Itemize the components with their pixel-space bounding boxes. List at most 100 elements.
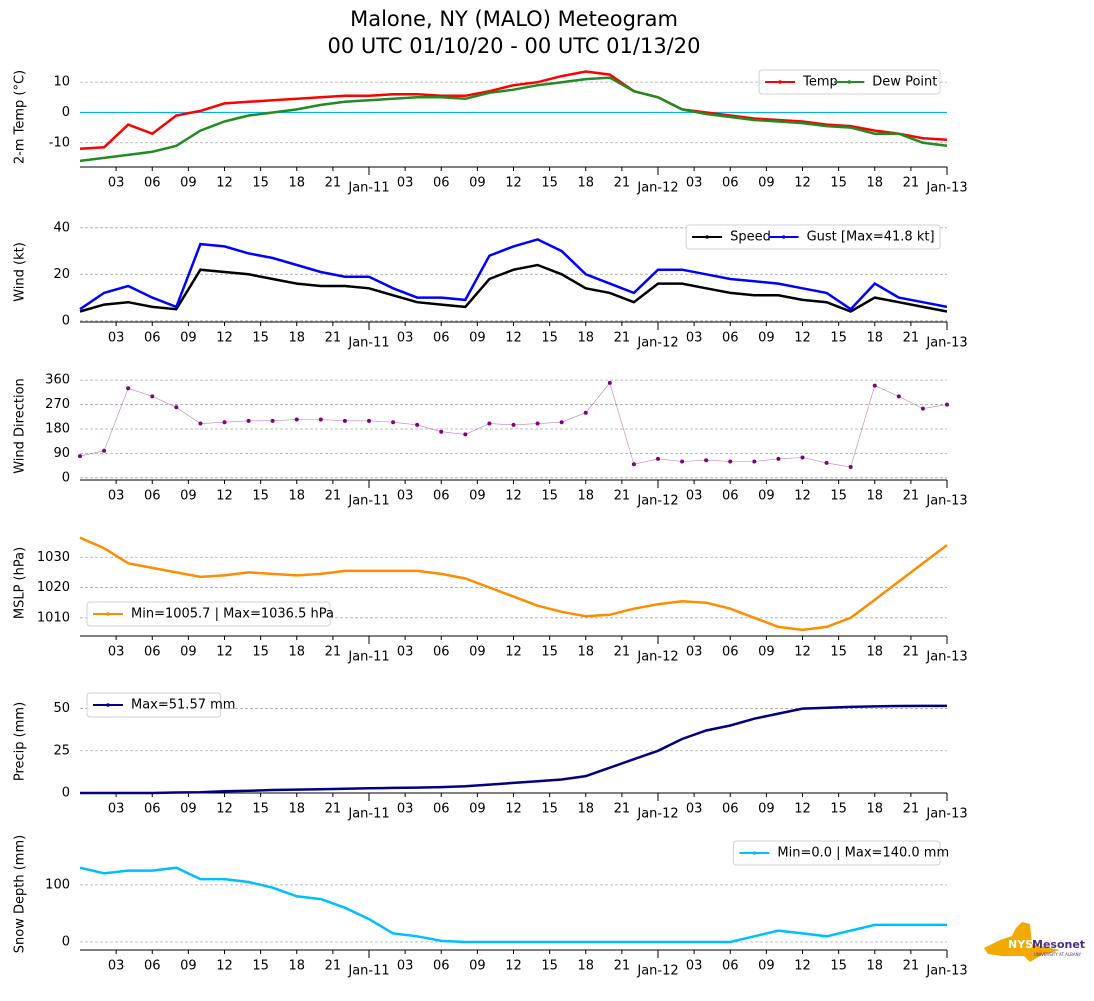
x-tick-label: 15 xyxy=(830,176,847,191)
y-tick-label: 1030 xyxy=(37,550,70,565)
logo-shape xyxy=(984,922,1060,962)
x-tick-label: 09 xyxy=(469,802,486,817)
x-tick-label: 09 xyxy=(469,489,486,504)
x-tick-label: Jan-12 xyxy=(636,964,678,979)
x-tick-label: 09 xyxy=(180,176,197,191)
x-tick-label: 09 xyxy=(758,802,775,817)
x-tick-label: 06 xyxy=(722,802,739,817)
x-tick-label: 12 xyxy=(505,645,522,660)
x-tick-label: 18 xyxy=(577,645,594,660)
series-point xyxy=(246,418,251,423)
x-tick-label: 15 xyxy=(252,959,269,974)
series-point xyxy=(656,456,660,461)
legend-label: Temp xyxy=(802,75,838,90)
series-point xyxy=(463,432,468,437)
y-tick-label: 50 xyxy=(53,701,70,716)
x-tick-label: 09 xyxy=(758,645,775,660)
x-tick-label: 03 xyxy=(686,331,703,346)
y-tick-label: 1010 xyxy=(37,610,70,625)
x-tick-label: 12 xyxy=(794,176,811,191)
x-tick-label: 09 xyxy=(758,489,775,504)
series-point xyxy=(487,421,492,426)
series-point xyxy=(728,459,733,464)
y-tick-label: 180 xyxy=(45,421,70,436)
x-tick-label: 21 xyxy=(903,645,920,660)
x-tick-label: 15 xyxy=(541,959,558,974)
x-tick-label: 15 xyxy=(830,331,847,346)
legend: Min=0.0 | Max=140.0 mm xyxy=(732,840,949,866)
series-point xyxy=(824,460,829,465)
x-tick-label: 03 xyxy=(397,959,414,974)
x-tick-label: 09 xyxy=(180,489,197,504)
y-axis-label: Precip (mm) xyxy=(13,702,28,781)
series-line xyxy=(79,263,948,313)
x-tick-label: 21 xyxy=(325,331,342,346)
x-tick-label: 03 xyxy=(108,331,125,346)
x-tick-label: Jan-13 xyxy=(925,807,967,822)
legend-marker xyxy=(752,851,757,855)
x-tick-label: 18 xyxy=(288,331,305,346)
x-tick-label: 06 xyxy=(722,176,739,191)
x-tick-label: 03 xyxy=(686,176,703,191)
series-line xyxy=(79,70,948,151)
legend-label: Max=51.57 mm xyxy=(131,698,235,713)
logo-name: Mesonet xyxy=(1032,938,1085,951)
x-tick-label: 21 xyxy=(325,645,342,660)
legend-label: Min=1005.7 | Max=1036.5 hPa xyxy=(131,607,334,622)
x-tick-label: 09 xyxy=(758,331,775,346)
y-tick-label: -10 xyxy=(49,135,70,150)
x-tick-label: 18 xyxy=(577,176,594,191)
x-tick-label: 15 xyxy=(541,331,558,346)
x-tick-label: Jan-11 xyxy=(347,336,389,351)
x-tick-label: 03 xyxy=(397,645,414,660)
x-tick-label: Jan-11 xyxy=(347,807,389,822)
y-tick-label: 1020 xyxy=(37,580,70,595)
legend-label: Dew Point xyxy=(872,75,937,90)
legend-marker xyxy=(781,235,786,239)
x-tick-label: 03 xyxy=(686,959,703,974)
chart-subtitle: 00 UTC 01/10/20 - 00 UTC 01/13/20 xyxy=(328,34,701,58)
x-tick-label: 06 xyxy=(433,802,450,817)
legend-box xyxy=(86,601,331,627)
x-tick-label: 03 xyxy=(686,489,703,504)
x-tick-label: 12 xyxy=(794,959,811,974)
series-line xyxy=(79,76,948,163)
series-point xyxy=(102,448,107,453)
series-point xyxy=(318,417,323,422)
series-point xyxy=(704,458,709,463)
series-point xyxy=(631,462,636,467)
x-tick-label: 03 xyxy=(397,331,414,346)
series-line xyxy=(79,536,948,632)
x-tick-label: Jan-11 xyxy=(347,650,389,665)
series-point xyxy=(174,405,179,410)
x-tick-label: 15 xyxy=(541,802,558,817)
x-tick-label: 21 xyxy=(903,489,920,504)
y-axis-label: MSLP (hPa) xyxy=(13,547,28,619)
chart-title: Malone, NY (MALO) Meteogram xyxy=(350,7,678,31)
x-tick-label: 18 xyxy=(866,176,883,191)
series-point xyxy=(872,383,877,388)
x-tick-label: 21 xyxy=(614,802,631,817)
x-tick-label: 06 xyxy=(433,645,450,660)
x-tick-label: 06 xyxy=(144,331,161,346)
x-tick-label: 21 xyxy=(614,176,631,191)
x-tick-label: 12 xyxy=(505,959,522,974)
x-tick-label: 18 xyxy=(577,331,594,346)
legend-box xyxy=(685,224,941,250)
x-tick-label: 21 xyxy=(903,959,920,974)
x-tick-label: 18 xyxy=(866,959,883,974)
x-tick-label: 09 xyxy=(180,959,197,974)
y-tick-label: 40 xyxy=(53,220,70,235)
x-tick-label: 18 xyxy=(866,802,883,817)
y-axis-label: 2-m Temp (°C) xyxy=(13,70,28,164)
x-tick-label: 18 xyxy=(288,489,305,504)
x-tick-label: Jan-12 xyxy=(636,650,678,665)
x-tick-label: 18 xyxy=(288,802,305,817)
x-tick-label: 06 xyxy=(144,645,161,660)
legend: Temp Dew Point xyxy=(758,69,941,95)
x-tick-label: 06 xyxy=(722,645,739,660)
x-tick-label: 12 xyxy=(505,331,522,346)
x-tick-label: 15 xyxy=(830,489,847,504)
series-point xyxy=(848,464,853,469)
x-tick-label: 15 xyxy=(830,645,847,660)
